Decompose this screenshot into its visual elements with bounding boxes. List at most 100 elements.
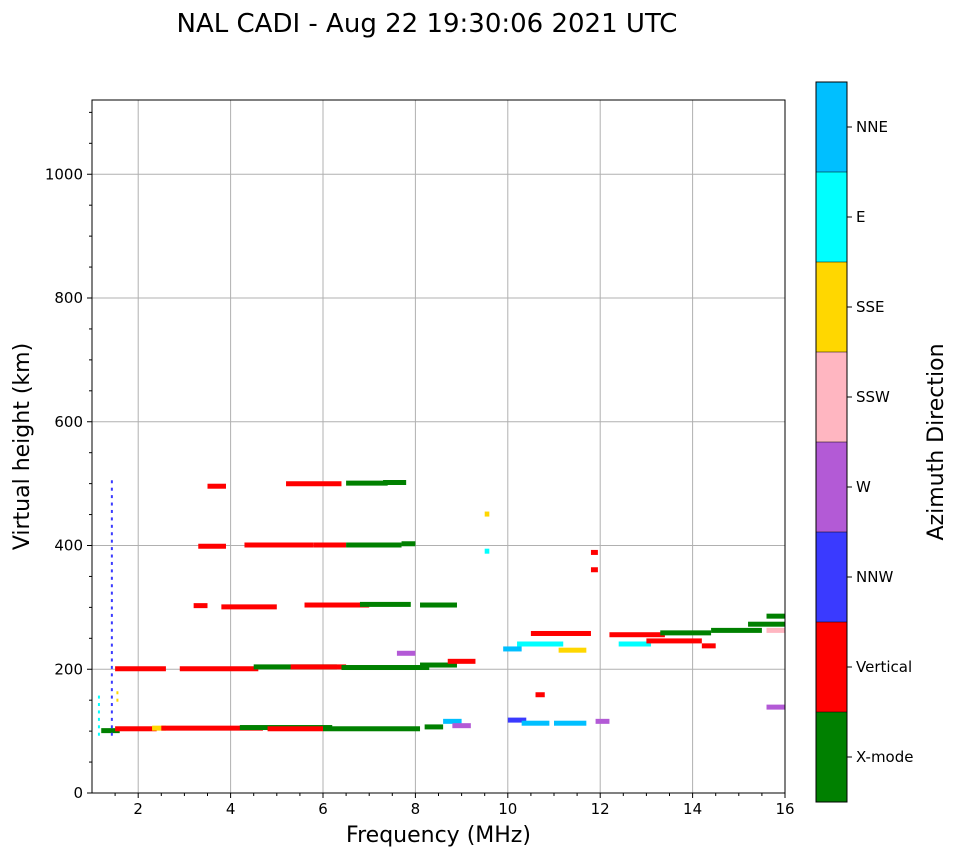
- echo-segment: [161, 725, 263, 731]
- colorbar-label: SSW: [856, 388, 890, 406]
- colorbar-swatch: [816, 622, 847, 712]
- colorbar-swatch: [816, 352, 847, 442]
- echo-dot: [116, 691, 119, 695]
- x-tick-label: 14: [683, 800, 702, 818]
- echo-segment: [359, 601, 411, 607]
- x-tick-label: 16: [775, 800, 794, 818]
- echo-segment: [304, 602, 370, 608]
- echo-segment: [193, 603, 208, 609]
- echo-segment: [313, 542, 347, 548]
- echo-segment: [443, 718, 462, 724]
- echo-dot: [110, 717, 113, 721]
- echo-dot: [97, 717, 100, 721]
- x-axis-ticks: 2 4 6 8 10 12 14 16: [114, 793, 795, 818]
- echo-segment: [424, 724, 444, 730]
- echo-dot: [110, 613, 113, 617]
- echo-dot: [110, 665, 113, 669]
- echo-segment: [396, 650, 416, 656]
- colorbar-label: NNW: [856, 568, 893, 586]
- echo-segment: [766, 613, 785, 619]
- echo-segment: [701, 643, 716, 649]
- colorbar-swatch: [816, 172, 847, 262]
- echo-segment: [530, 630, 591, 636]
- echo-dot: [110, 524, 113, 528]
- echo-dot: [97, 710, 100, 714]
- echo-dot: [110, 725, 113, 729]
- grid-lines: [92, 100, 786, 794]
- echo-dot: [110, 509, 113, 513]
- echo-segment: [766, 627, 785, 633]
- echo-dot: [110, 576, 113, 580]
- echo-segment: [660, 630, 712, 636]
- y-tick-label: 400: [54, 537, 83, 555]
- echo-dot: [110, 628, 113, 632]
- echo-dot: [110, 569, 113, 573]
- echo-dot: [97, 725, 100, 729]
- echo-segment: [447, 658, 476, 664]
- echo-segment: [420, 602, 457, 608]
- echo-segment: [290, 664, 347, 670]
- x-tick-label: 8: [411, 800, 421, 818]
- colorbar-label: NNE: [856, 118, 888, 136]
- x-tick-label: 2: [133, 800, 143, 818]
- echo-dot: [110, 561, 113, 565]
- echo-segment: [609, 632, 665, 638]
- echo-segment: [207, 483, 226, 489]
- echo-dot: [110, 547, 113, 551]
- echo-marks: [97, 480, 785, 736]
- echo-segment: [346, 542, 402, 548]
- echo-segment: [115, 726, 157, 732]
- echo-dot: [110, 688, 113, 692]
- echo-dot: [110, 554, 113, 558]
- colorbar-swatch: [816, 532, 847, 622]
- echo-segment: [341, 665, 430, 671]
- echo-segment: [484, 548, 490, 554]
- y-tick-label: 200: [54, 660, 83, 678]
- echo-dot: [110, 651, 113, 655]
- colorbar-swatch: [816, 262, 847, 352]
- colorbar: X-mode Vertical NNW W SSW SSE E NNE: [815, 81, 913, 803]
- echo-dot: [97, 732, 100, 736]
- echo-segment: [286, 481, 342, 487]
- echo-dot: [110, 495, 113, 499]
- echo-segment: [323, 726, 421, 732]
- colorbar-title: Azimuth Direction: [924, 343, 949, 540]
- echo-dot: [110, 636, 113, 640]
- echo-segment: [507, 717, 527, 723]
- colorbar-frame: [815, 81, 848, 803]
- echo-segment: [590, 567, 598, 573]
- echo-segment: [517, 641, 564, 647]
- colorbar-swatch: [816, 712, 847, 802]
- echo-dot: [110, 517, 113, 521]
- echo-segment: [198, 543, 226, 549]
- echo-dot: [110, 732, 113, 736]
- echo-segment: [766, 704, 785, 710]
- echo-dot: [110, 703, 113, 707]
- echo-dot: [110, 591, 113, 595]
- echo-segment: [267, 726, 323, 732]
- echo-dot: [116, 698, 119, 702]
- y-axis-ticks: 0 200 400 600 800 1000: [45, 111, 92, 802]
- echo-dot: [110, 621, 113, 625]
- echo-dot: [110, 695, 113, 699]
- echo-segment: [558, 647, 587, 653]
- echo-segment: [503, 646, 522, 652]
- echo-segment: [383, 480, 407, 486]
- colorbar-swatch: [816, 82, 847, 172]
- echo-dot: [97, 703, 100, 707]
- echo-dot: [110, 599, 113, 603]
- y-tick-label: 800: [54, 289, 83, 307]
- echo-segment: [152, 725, 166, 731]
- echo-segment: [115, 666, 166, 672]
- x-tick-label: 4: [226, 800, 236, 818]
- colorbar-label: Vertical: [856, 658, 912, 676]
- y-tick-label: 600: [54, 413, 83, 431]
- echo-dot: [110, 532, 113, 536]
- echo-dot: [110, 584, 113, 588]
- x-tick-label: 12: [591, 800, 610, 818]
- echo-dot: [110, 710, 113, 714]
- echo-segment: [521, 720, 550, 726]
- echo-dot: [110, 606, 113, 610]
- chart-title: NAL CADI - Aug 22 19:30:06 2021 UTC: [177, 9, 678, 39]
- colorbar-swatch: [816, 442, 847, 532]
